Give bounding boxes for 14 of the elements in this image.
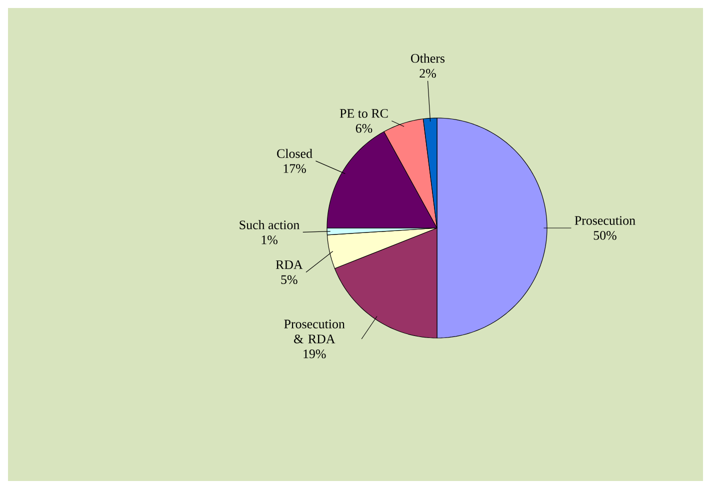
- slice-label: PE to RC: [340, 109, 388, 118]
- data-label: 2%: [420, 68, 436, 78]
- data-label: 50%: [594, 231, 616, 240]
- data-label: 6%: [356, 124, 372, 133]
- data-label: 1%: [262, 235, 278, 244]
- slice-label: Closed: [277, 148, 312, 158]
- legend-label: Prosecution & RDA: [284, 320, 345, 344]
- data-label: 19%: [304, 350, 326, 358]
- slice-label: Prosecution: [574, 216, 636, 225]
- data-label: 5%: [281, 275, 298, 284]
- slice-label: Others: [411, 54, 445, 63]
- slice-label: Such action: [240, 220, 300, 230]
- data-label: 17%: [284, 164, 306, 173]
- slice-label: RDA: [276, 260, 303, 269]
